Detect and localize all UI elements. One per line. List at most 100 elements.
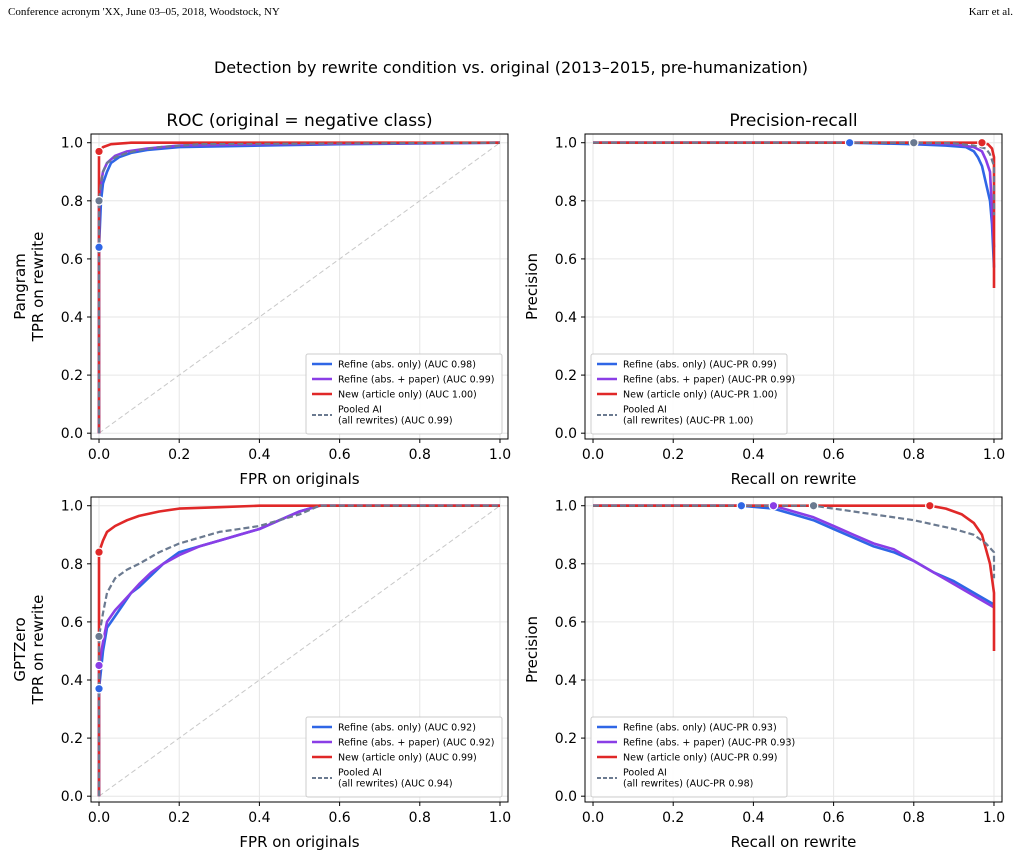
- legend-label: Pooled AI: [623, 405, 667, 416]
- legend: Refine (abs. only) (AUC 0.92) Refine (abs…: [305, 716, 503, 798]
- operating-point-1: [94, 660, 104, 671]
- legend-label: New (article only) (AUC 0.99): [338, 753, 477, 764]
- panel-title: ROC (original = negative class): [166, 111, 432, 131]
- y-tick-label: 0.8: [61, 557, 83, 573]
- y-tick-label: 0.6: [61, 615, 83, 631]
- figure-suptitle: Detection by rewrite condition vs. origi…: [214, 58, 808, 77]
- series-line-0: [593, 141, 996, 268]
- x-tick-label: 0.0: [88, 810, 110, 826]
- operating-point-0: [736, 500, 747, 511]
- y-tick-label: 0.6: [555, 252, 577, 268]
- legend-label: New (article only) (AUC 1.00): [338, 390, 477, 401]
- x-tick-label: 0.2: [662, 810, 684, 826]
- legend-label: Refine (abs. + paper) (AUC 0.99): [338, 375, 494, 386]
- x-tick-label: 0.6: [328, 447, 350, 463]
- x-tick-label: 0.6: [822, 447, 844, 463]
- y-tick-label: 0.0: [555, 426, 577, 442]
- x-tick-label: 0.6: [328, 810, 350, 826]
- legend-label: Pooled AI: [338, 405, 382, 416]
- legend-label: Pooled AI: [338, 768, 382, 779]
- x-tick-label: 1.0: [489, 810, 511, 826]
- legend-box: [305, 353, 503, 435]
- chance-diagonal: [98, 142, 501, 434]
- legend: Refine (abs. only) (AUC 0.98) Refine (abs…: [305, 353, 503, 435]
- panel-title: Precision-recall: [729, 111, 857, 131]
- y-tick-label: 0.0: [61, 789, 83, 805]
- operating-point-3: [94, 631, 104, 642]
- y-axis-label: Pangram: [11, 253, 29, 320]
- x-tick-label: 0.4: [248, 447, 270, 463]
- series-line-3: [593, 141, 996, 216]
- x-tick-label: 0.4: [742, 447, 764, 463]
- legend-label: New (article only) (AUC-PR 0.99): [623, 753, 778, 764]
- operating-point-2: [925, 500, 935, 511]
- legend-label: Refine (abs. + paper) (AUC 0.92): [338, 738, 494, 749]
- legend-label: Refine (abs. only) (AUC-PR 0.99): [623, 360, 777, 371]
- legend-label: Refine (abs. only) (AUC-PR 0.93): [623, 723, 777, 734]
- x-tick-label: 0.8: [409, 447, 431, 463]
- x-tick-label: 1.0: [983, 447, 1005, 463]
- series-line-2: [97, 504, 500, 797]
- y-tick-label: 0.0: [555, 789, 577, 805]
- x-tick-label: 0.2: [168, 810, 190, 826]
- panel-gptzero-pr: 0.0 0.2 0.4 0.6 0.8 1.0 0.0 0.2 0.4 0.6 0.8 1.0 Reca…: [523, 496, 1005, 851]
- y-tick-label: 0.2: [555, 731, 577, 747]
- legend-label: Refine (abs. + paper) (AUC-PR 0.99): [623, 375, 795, 386]
- series-line-1: [593, 504, 995, 609]
- x-tick-label: 0.2: [168, 447, 190, 463]
- y-axis-label: Precision: [523, 253, 541, 320]
- legend-box: [590, 353, 788, 435]
- operating-point-1: [768, 500, 779, 511]
- operating-point-0: [94, 683, 104, 694]
- x-tick-label: 0.0: [88, 447, 110, 463]
- x-tick-label: 0.2: [662, 447, 684, 463]
- y-tick-label: 0.0: [61, 426, 83, 442]
- y-tick-label: 1.0: [555, 136, 577, 152]
- y-axis-label: Precision: [523, 616, 541, 683]
- chance-diagonal: [98, 505, 501, 797]
- operating-point-2: [977, 137, 987, 148]
- running-header-left: Conference acronym 'XX, June 03–05, 2018…: [8, 6, 280, 18]
- x-tick-label: 0.8: [903, 447, 925, 463]
- axes-frame: [584, 133, 1003, 440]
- x-tick-label: 0.8: [409, 810, 431, 826]
- x-axis-label: Recall on rewrite: [731, 833, 857, 851]
- y-tick-label: 0.4: [555, 673, 577, 689]
- operating-point-0: [94, 242, 104, 253]
- series-line-0: [593, 504, 995, 606]
- y-tick-label: 1.0: [61, 499, 83, 515]
- legend: Refine (abs. only) (AUC-PR 0.93) Refine (…: [590, 716, 795, 798]
- x-tick-label: 0.4: [248, 810, 270, 826]
- legend-label: Refine (abs. only) (AUC 0.92): [338, 723, 476, 734]
- x-tick-label: 0.6: [822, 810, 844, 826]
- legend-label: (all rewrites) (AUC 0.94): [338, 779, 453, 790]
- legend-label: New (article only) (AUC-PR 1.00): [623, 390, 778, 401]
- operating-point-3: [94, 196, 104, 206]
- x-axis-label: FPR on originals: [239, 470, 359, 488]
- series-line-1: [593, 141, 996, 248]
- operating-point-2: [94, 547, 104, 557]
- operating-point-3: [808, 500, 819, 511]
- legend-label: Refine (abs. only) (AUC 0.98): [338, 360, 476, 371]
- series-line-2: [593, 141, 996, 288]
- axes-frame: [90, 133, 509, 440]
- legend-label: (all rewrites) (AUC 0.99): [338, 416, 453, 427]
- x-tick-label: 0.4: [742, 810, 764, 826]
- y-tick-label: 0.8: [555, 557, 577, 573]
- legend-label: (all rewrites) (AUC-PR 1.00): [623, 416, 753, 427]
- legend: Refine (abs. only) (AUC-PR 0.99) Refine (…: [590, 353, 795, 435]
- y-tick-label: 0.8: [555, 194, 577, 210]
- legend-label: Refine (abs. + paper) (AUC-PR 0.93): [623, 738, 795, 749]
- x-tick-label: 0.0: [582, 810, 604, 826]
- y-tick-label: 0.2: [61, 731, 83, 747]
- running-header-right: Karr et al.: [968, 6, 1013, 18]
- series-line-3: [97, 504, 500, 797]
- y-axis-label: GPTZero: [11, 617, 29, 681]
- y-tick-label: 1.0: [61, 136, 83, 152]
- y-axis-label: TPR on rewrite: [29, 595, 47, 706]
- operating-point-2: [94, 146, 104, 157]
- y-tick-label: 0.2: [555, 368, 577, 384]
- panel-pangram-pr: 0.0 0.2 0.4 0.6 0.8 1.0 0.0 0.2 0.4 0.6 0.8 1.0 Prec…: [523, 111, 1005, 488]
- y-tick-label: 0.8: [61, 194, 83, 210]
